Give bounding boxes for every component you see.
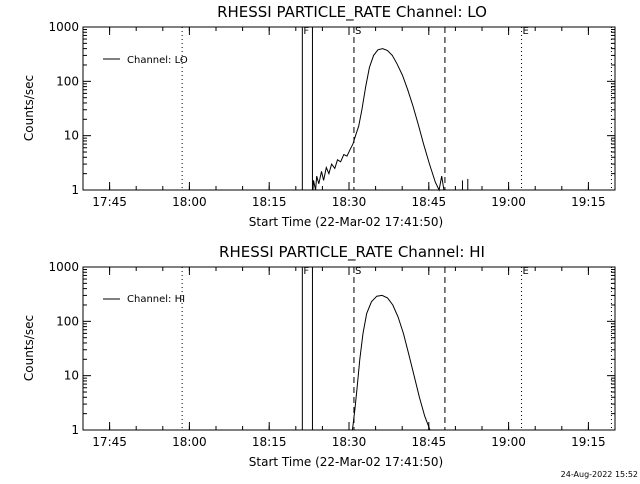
legend-label: Channel: LO [127, 55, 188, 66]
y-tick-label: 10 [64, 369, 79, 383]
y-axis-label: Counts/sec [22, 315, 36, 381]
y-axis-label: Counts/sec [22, 75, 36, 141]
panel-title: RHESSI PARTICLE_RATE Channel: LO [217, 3, 487, 22]
x-tick-label: 18:15 [252, 435, 287, 449]
y-tick-label: 100 [56, 74, 79, 88]
series-line [352, 295, 430, 430]
event-marker-label: E [523, 26, 529, 37]
x-tick-label: 17:45 [92, 195, 127, 209]
x-tick-label: 18:15 [252, 195, 287, 209]
x-tick-label: 17:45 [92, 435, 127, 449]
plot-timestamp: 24-Aug-2022 15:52 [561, 470, 638, 479]
y-tick-label: 1 [71, 183, 79, 197]
x-tick-label: 18:00 [172, 435, 207, 449]
x-tick-label: 19:00 [491, 435, 526, 449]
legend-label: Channel: HI [127, 294, 185, 305]
series-line [313, 49, 444, 190]
y-tick-label: 1000 [48, 260, 79, 274]
panel-title: RHESSI PARTICLE_RATE Channel: HI [219, 243, 485, 262]
x-tick-label: 19:15 [571, 195, 606, 209]
x-axis-label: Start Time (22-Mar-02 17:41:50) [249, 215, 443, 229]
plot-frame [83, 267, 615, 430]
y-tick-label: 1 [71, 423, 79, 437]
event-marker-label: F [303, 266, 309, 277]
event-marker-label: F [303, 26, 309, 37]
y-tick-label: 10 [64, 129, 79, 143]
x-tick-label: 18:30 [332, 435, 367, 449]
plot-frame [83, 27, 615, 190]
x-tick-label: 18:45 [412, 195, 447, 209]
panel-lo: RHESSI PARTICLE_RATE Channel: LO Start T… [22, 3, 615, 229]
x-tick-label: 18:45 [412, 435, 447, 449]
panel-hi: RHESSI PARTICLE_RATE Channel: HI Start T… [22, 243, 615, 469]
x-axis-label: Start Time (22-Mar-02 17:41:50) [249, 455, 443, 469]
event-marker-label: S [355, 266, 361, 277]
event-marker-label: E [523, 266, 529, 277]
x-tick-label: 18:00 [172, 195, 207, 209]
x-tick-label: 18:30 [332, 195, 367, 209]
x-tick-label: 19:00 [491, 195, 526, 209]
y-tick-label: 1000 [48, 20, 79, 34]
x-tick-label: 19:15 [571, 435, 606, 449]
y-tick-label: 100 [56, 314, 79, 328]
event-marker-label: S [355, 26, 361, 37]
